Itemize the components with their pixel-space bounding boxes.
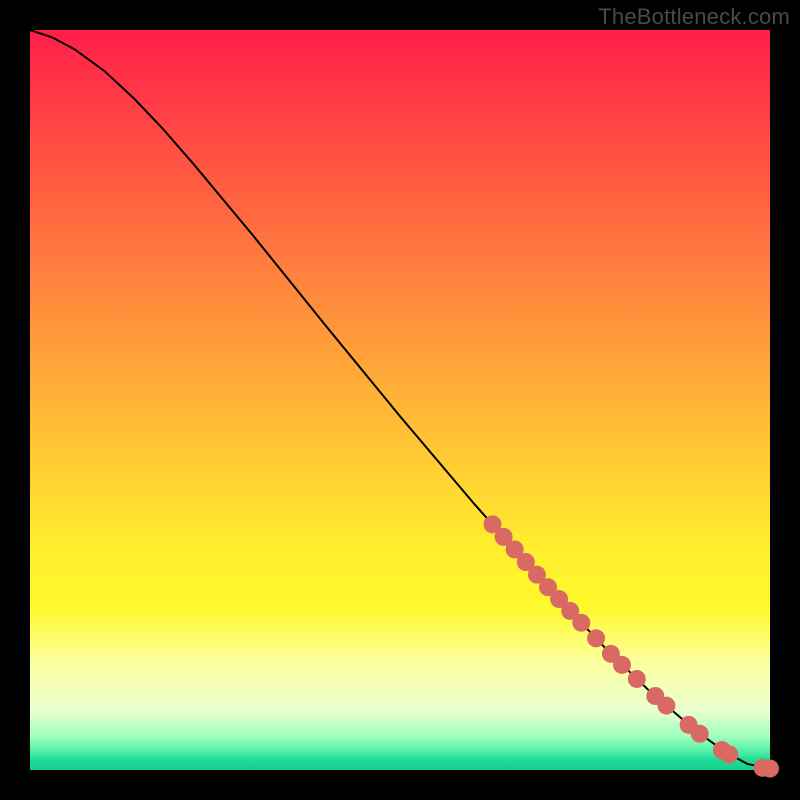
chart-svg xyxy=(0,0,800,800)
marker-dot xyxy=(657,697,675,715)
marker-dot xyxy=(572,614,590,632)
plot-background xyxy=(30,30,770,770)
marker-dot xyxy=(761,760,779,778)
marker-dot xyxy=(691,725,709,743)
marker-dot xyxy=(587,629,605,647)
watermark-text: TheBottleneck.com xyxy=(598,4,790,30)
marker-dot xyxy=(628,670,646,688)
marker-dot xyxy=(720,745,738,763)
chart-frame: TheBottleneck.com xyxy=(0,0,800,800)
marker-dot xyxy=(613,656,631,674)
